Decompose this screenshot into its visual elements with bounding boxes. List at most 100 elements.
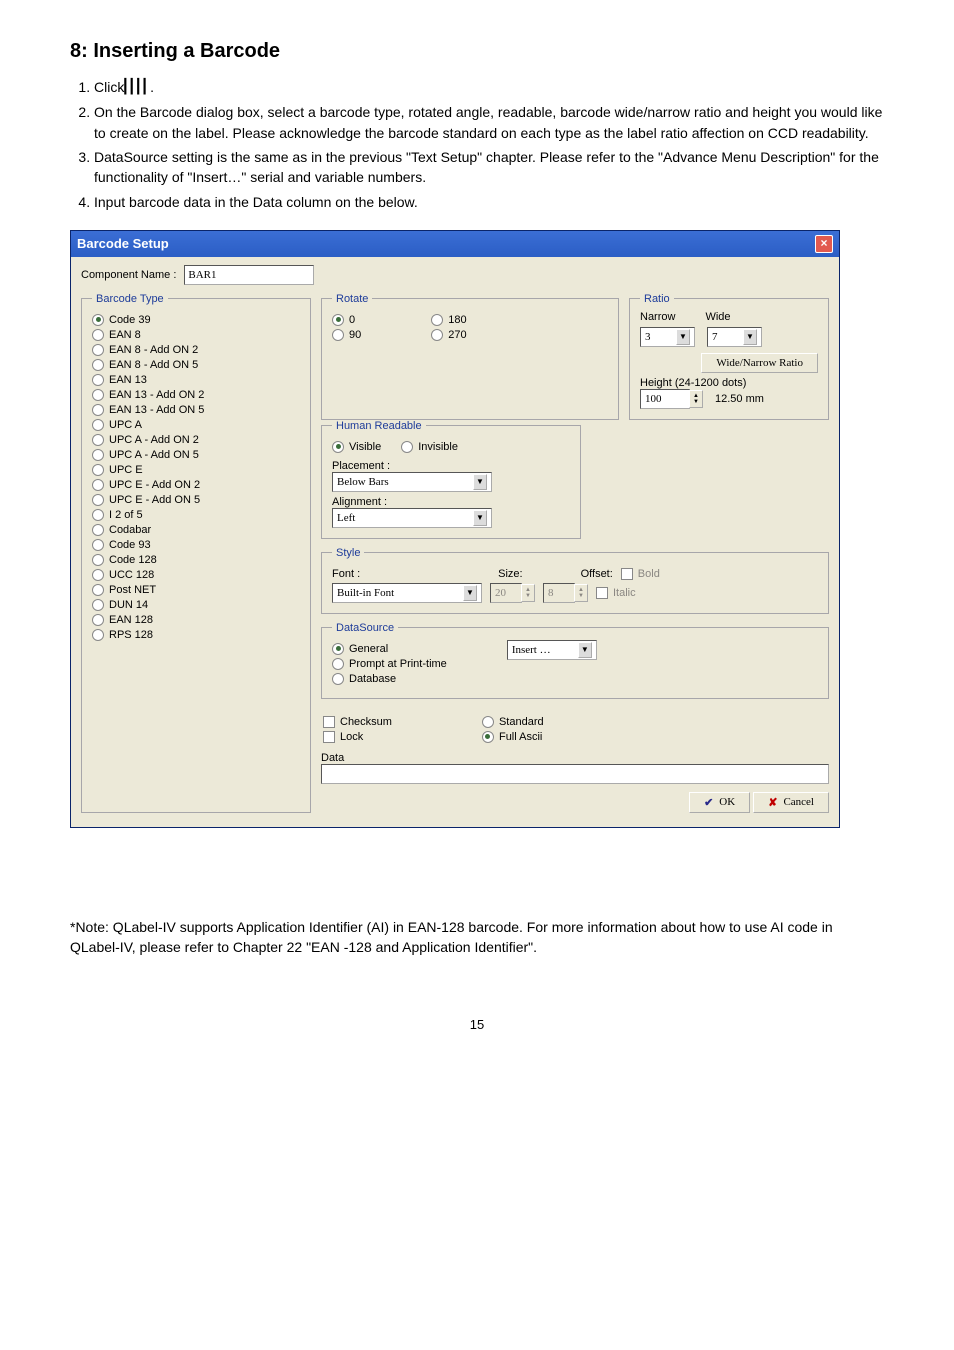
label: 90	[349, 329, 361, 341]
label: Cancel	[783, 796, 814, 808]
label: 270	[448, 329, 466, 341]
rotate-270[interactable]: 270	[431, 329, 466, 341]
visible-radio[interactable]: Visible	[332, 441, 381, 453]
label: Full Ascii	[499, 731, 542, 743]
barcode-type-option[interactable]: Post NET	[92, 584, 300, 596]
label: UPC E - Add ON 5	[109, 494, 200, 506]
label: Code 93	[109, 539, 151, 551]
height-input[interactable]	[640, 389, 690, 409]
close-icon[interactable]: ×	[815, 235, 833, 253]
data-input[interactable]	[321, 764, 829, 784]
label: UPC E - Add ON 2	[109, 479, 200, 491]
cancel-button[interactable]: ✘ Cancel	[753, 792, 829, 813]
label: Visible	[349, 441, 381, 453]
alignment-select[interactable]: Left▼	[332, 508, 492, 528]
barcode-icon: ▎▎▎▎	[124, 78, 150, 98]
barcode-type-option[interactable]: Code 39	[92, 314, 300, 326]
barcode-type-option[interactable]: UCC 128	[92, 569, 300, 581]
barcode-type-option[interactable]: UPC E - Add ON 2	[92, 479, 300, 491]
instruction-list: Click▎▎▎▎. On the Barcode dialog box, se…	[70, 77, 884, 212]
offset-label: Offset:	[581, 568, 613, 580]
rotate-180[interactable]: 180	[431, 314, 466, 326]
label: UPC A	[109, 419, 142, 431]
label: RPS 128	[109, 629, 153, 641]
value: 3	[645, 331, 651, 343]
value: Built-in Font	[337, 587, 394, 599]
label: 180	[448, 314, 466, 326]
barcode-type-option[interactable]: UPC E	[92, 464, 300, 476]
label: Codabar	[109, 524, 151, 536]
narrow-label: Narrow	[640, 311, 675, 323]
barcode-type-option[interactable]: Code 93	[92, 539, 300, 551]
barcode-type-option[interactable]: UPC A - Add ON 2	[92, 434, 300, 446]
style-group: Style Font : Size: Offset: Bold Built-in…	[321, 547, 829, 614]
barcode-type-option[interactable]: Codabar	[92, 524, 300, 536]
label: UPC A - Add ON 5	[109, 449, 199, 461]
data-label: Data	[321, 752, 829, 764]
barcode-type-option[interactable]: Code 128	[92, 554, 300, 566]
chevron-down-icon: ▼	[743, 329, 757, 345]
label: EAN 8 - Add ON 5	[109, 359, 198, 371]
label: EAN 13 - Add ON 5	[109, 404, 204, 416]
chevron-down-icon: ▼	[578, 642, 592, 658]
label: UCC 128	[109, 569, 154, 581]
label: Checksum	[340, 716, 392, 728]
instruction-item: Input barcode data in the Data column on…	[94, 192, 884, 212]
ratio-group: Ratio Narrow Wide 3▼ 7▼ Wide/Narrow Rati…	[629, 293, 829, 420]
barcode-type-option[interactable]: EAN 8 - Add ON 5	[92, 359, 300, 371]
value: Below Bars	[337, 476, 389, 488]
barcode-type-option[interactable]: EAN 8	[92, 329, 300, 341]
barcode-type-option[interactable]: EAN 13 - Add ON 2	[92, 389, 300, 401]
narrow-select[interactable]: 3▼	[640, 327, 695, 347]
lock-checkbox[interactable]: Lock	[323, 731, 392, 743]
rotate-90[interactable]: 90	[332, 329, 361, 341]
page-number: 15	[70, 1017, 884, 1032]
database-radio[interactable]: Database	[332, 673, 447, 685]
barcode-type-option[interactable]: RPS 128	[92, 629, 300, 641]
x-icon: ✘	[768, 796, 777, 809]
datasource-group: DataSource General Prompt at Print-time …	[321, 622, 829, 699]
group-legend: Barcode Type	[92, 293, 168, 305]
barcode-setup-dialog: Barcode Setup × Component Name : Barcode…	[70, 230, 840, 828]
label: UPC E	[109, 464, 143, 476]
chevron-down-icon: ▼	[463, 585, 477, 601]
font-select[interactable]: Built-in Font ▼	[332, 583, 482, 603]
placement-select[interactable]: Below Bars▼	[332, 472, 492, 492]
barcode-type-option[interactable]: I 2 of 5	[92, 509, 300, 521]
spinner-icon[interactable]: ▲▼	[689, 390, 703, 408]
general-radio[interactable]: General	[332, 643, 447, 655]
barcode-type-option[interactable]: EAN 13	[92, 374, 300, 386]
component-name-input[interactable]	[184, 265, 314, 285]
standard-radio[interactable]: Standard	[482, 716, 544, 728]
barcode-type-option[interactable]: UPC E - Add ON 5	[92, 494, 300, 506]
ok-button[interactable]: ✔OK	[689, 792, 750, 813]
label: Standard	[499, 716, 544, 728]
barcode-type-option[interactable]: EAN 128	[92, 614, 300, 626]
bold-checkbox: Bold	[621, 568, 660, 580]
insert-select[interactable]: Insert …▼	[507, 640, 597, 660]
mm-label: 12.50 mm	[715, 393, 764, 405]
rotate-0[interactable]: 0	[332, 314, 361, 326]
dialog-title: Barcode Setup	[77, 236, 169, 251]
label: I 2 of 5	[109, 509, 143, 521]
component-name-label: Component Name :	[81, 269, 176, 281]
wide-narrow-ratio-button[interactable]: Wide/Narrow Ratio	[701, 353, 818, 373]
label: Bold	[638, 568, 660, 580]
group-legend: DataSource	[332, 622, 398, 634]
checksum-checkbox[interactable]: Checksum	[323, 716, 392, 728]
label: Post NET	[109, 584, 156, 596]
invisible-radio[interactable]: Invisible	[401, 441, 458, 453]
label: OK	[719, 796, 735, 808]
prompt-radio[interactable]: Prompt at Print-time	[332, 658, 447, 670]
barcode-type-group: Barcode Type Code 39 EAN 8 EAN 8 - Add ON …	[81, 293, 311, 813]
wide-select[interactable]: 7▼	[707, 327, 762, 347]
placement-label: Placement :	[332, 460, 570, 472]
full-ascii-radio[interactable]: Full Ascii	[482, 731, 544, 743]
instruction-item: On the Barcode dialog box, select a barc…	[94, 102, 884, 143]
label: EAN 8 - Add ON 2	[109, 344, 198, 356]
barcode-type-option[interactable]: EAN 13 - Add ON 5	[92, 404, 300, 416]
barcode-type-option[interactable]: DUN 14	[92, 599, 300, 611]
barcode-type-option[interactable]: UPC A	[92, 419, 300, 431]
barcode-type-option[interactable]: UPC A - Add ON 5	[92, 449, 300, 461]
barcode-type-option[interactable]: EAN 8 - Add ON 2	[92, 344, 300, 356]
